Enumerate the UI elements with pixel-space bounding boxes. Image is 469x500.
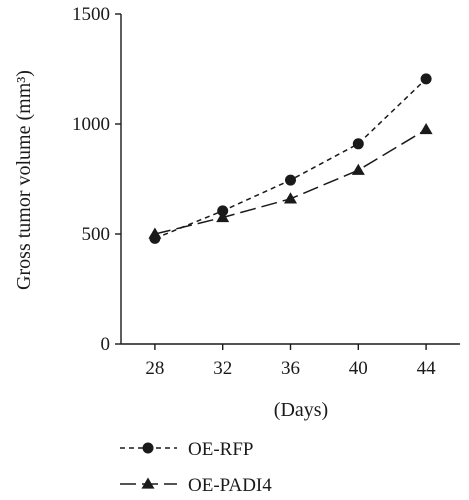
data-point-oe-padi4	[284, 192, 297, 204]
y-axis-title: Gross tumor volume (mm³)	[13, 70, 35, 290]
y-axis-ticks: 0 500 1000 1500	[72, 4, 121, 355]
legend-item-oe-rfp: OE-RFP	[120, 439, 253, 460]
x-tick-label: 28	[145, 358, 164, 379]
legend-label: OE-PADI4	[188, 475, 272, 496]
data-point-oe-rfp	[217, 205, 229, 217]
x-tick-label: 36	[281, 358, 300, 379]
legend: OE-RFP OE-PADI4	[120, 439, 272, 496]
series-oe-rfp	[149, 73, 432, 244]
data-point-oe-rfp	[285, 174, 296, 186]
legend-label: OE-RFP	[188, 439, 253, 460]
data-point-oe-rfp	[352, 138, 364, 150]
y-tick-label: 0	[101, 334, 111, 355]
x-axis-ticks: 28 32 36 40 44	[145, 344, 436, 379]
legend-marker	[141, 477, 155, 489]
series-layer	[148, 73, 433, 244]
legend-marker	[142, 442, 154, 454]
legend-item-oe-padi4: OE-PADI4	[120, 475, 272, 496]
data-point-oe-rfp	[420, 73, 432, 85]
x-tick-label: 32	[213, 358, 232, 379]
data-point-oe-padi4	[216, 211, 230, 223]
series-line-oe-rfp	[154, 78, 427, 240]
data-point-oe-padi4	[419, 123, 433, 135]
data-point-oe-padi4	[148, 227, 162, 239]
y-tick-label: 500	[82, 224, 111, 245]
x-tick-label: 40	[349, 358, 368, 379]
x-tick-label: 44	[417, 358, 437, 379]
x-axis-title: (Days)	[274, 399, 328, 421]
data-point-oe-padi4	[351, 163, 365, 175]
y-tick-label: 1000	[72, 114, 110, 135]
y-tick-label: 1500	[72, 4, 110, 25]
series-oe-padi4	[148, 123, 433, 239]
